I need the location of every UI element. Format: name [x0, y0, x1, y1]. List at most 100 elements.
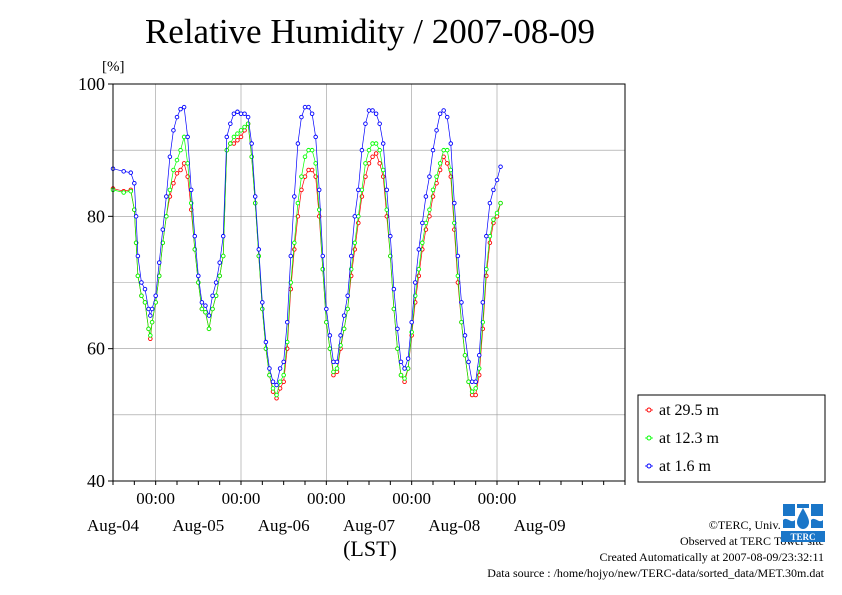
data-point [146, 326, 151, 332]
data-point [405, 356, 411, 361]
data-point [224, 147, 230, 153]
data-point [309, 111, 315, 117]
data-point [299, 174, 304, 179]
data-point [452, 200, 457, 206]
data-point [213, 293, 219, 298]
data-point [434, 128, 439, 133]
x-date-label: Aug-08 [428, 516, 480, 535]
y-tick-label: 60 [87, 339, 105, 359]
data-point [302, 174, 308, 179]
data-point [210, 306, 215, 312]
data-point [441, 108, 446, 113]
chart-title: Relative Humidity / 2007-08-09 [144, 12, 596, 51]
legend-label: at 29.5 m [659, 402, 720, 419]
data-point [366, 161, 372, 166]
data-point [260, 300, 265, 305]
data-point [331, 359, 336, 365]
data-point [462, 333, 468, 338]
data-point [295, 141, 301, 146]
data-point [480, 326, 486, 332]
data-point [299, 114, 304, 120]
data-point [148, 313, 153, 318]
series-at-1-6-m [110, 104, 503, 388]
data-point [231, 141, 237, 146]
data-point [409, 319, 414, 325]
data-point [444, 147, 450, 153]
data-point [245, 114, 251, 120]
data-point [469, 389, 475, 394]
data-point [196, 273, 201, 279]
data-point [405, 366, 411, 371]
data-point [185, 161, 190, 166]
data-point [423, 220, 429, 226]
data-point [149, 319, 155, 325]
data-point [252, 200, 258, 206]
data-point [334, 359, 340, 365]
data-point [473, 392, 478, 398]
data-point [288, 280, 294, 285]
data-point [448, 141, 454, 146]
data-point [146, 306, 151, 312]
data-point [238, 134, 244, 140]
data-point [370, 141, 375, 146]
x-date-label: Aug-09 [514, 516, 566, 535]
data-point [263, 339, 269, 345]
data-point [484, 267, 489, 272]
data-point [370, 108, 375, 113]
data-point [284, 346, 290, 351]
data-point [292, 240, 297, 246]
data-point [452, 227, 457, 232]
series-at-29-5-m [110, 121, 503, 401]
data-point [238, 111, 244, 117]
data-point [359, 147, 365, 153]
data-point [302, 104, 308, 110]
series-at-12-3-m [110, 121, 503, 398]
data-point [402, 376, 407, 381]
data-point [213, 280, 219, 285]
data-point [156, 273, 162, 279]
data-point [395, 346, 400, 351]
data-point [377, 161, 382, 166]
data-point [242, 124, 247, 130]
legend-swatch-marker [646, 435, 652, 441]
data-point [295, 200, 301, 206]
y-axis-unit: [%] [102, 59, 125, 75]
data-point [338, 333, 343, 338]
x-time-label: 00:00 [392, 489, 431, 508]
data-point [135, 273, 141, 279]
legend-swatch-marker [646, 407, 652, 413]
data-point [466, 359, 471, 365]
terc-logo: TERC [781, 502, 825, 542]
data-point [171, 128, 176, 133]
data-point [427, 207, 432, 212]
data-point [331, 369, 336, 375]
data-point [313, 134, 318, 140]
data-point [384, 214, 390, 219]
data-point [345, 306, 350, 312]
data-point [142, 300, 148, 305]
data-point [302, 154, 308, 160]
data-point [270, 386, 276, 391]
data-point [238, 128, 244, 133]
axis-ticks: 40 60 80 100 00:00 00:00 00:00 00:00 00:00 Aug-04… [78, 74, 626, 535]
data-point [444, 161, 450, 166]
data-point [267, 366, 272, 371]
data-point [292, 194, 297, 199]
data-point [459, 319, 464, 325]
data-point [320, 253, 326, 259]
data-point [139, 280, 144, 285]
data-point [398, 359, 404, 365]
data-point [476, 353, 482, 358]
series-line [112, 122, 501, 400]
data-point [430, 147, 436, 153]
data-point [395, 326, 400, 332]
data-point [416, 267, 422, 272]
data-point [402, 366, 407, 371]
x-date-label: Aug-05 [172, 516, 224, 535]
data-point [164, 214, 169, 219]
x-time-label: 00:00 [222, 489, 261, 508]
data-point [487, 240, 493, 246]
data-point [206, 326, 212, 332]
x-date-label: Aug-06 [258, 516, 310, 535]
